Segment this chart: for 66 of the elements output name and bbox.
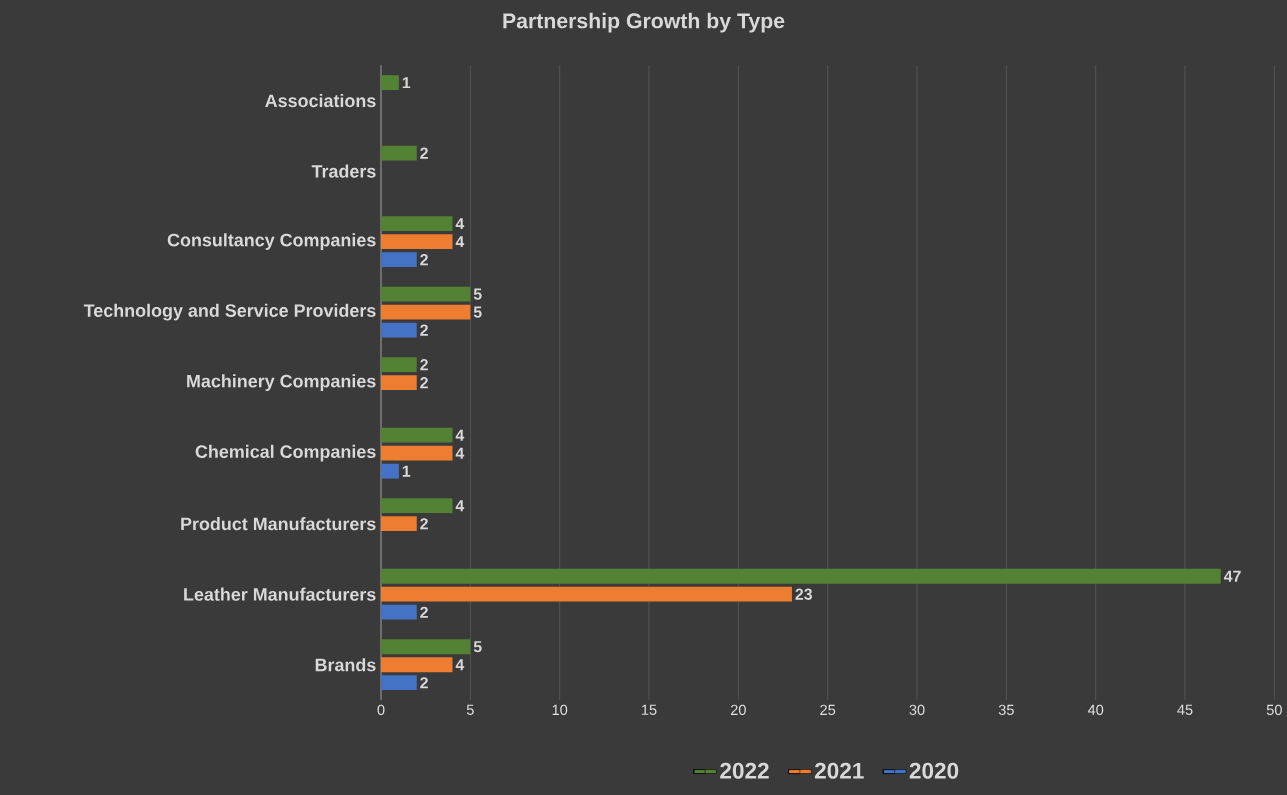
x-tick-label: 15 (641, 704, 657, 715)
data-label: 5 (473, 641, 482, 653)
bar (381, 657, 453, 673)
data-label: 2 (420, 677, 428, 689)
bar (381, 498, 453, 514)
bar (381, 675, 417, 691)
y-tick-label: Machinery Companies (187, 374, 376, 392)
data-label: 2 (420, 518, 428, 530)
chart-title: Partnership Growth by Type (503, 12, 785, 33)
legend-label: 2021 (814, 762, 864, 779)
bar (381, 357, 417, 373)
bar (381, 252, 417, 268)
bar (381, 286, 471, 302)
y-tick-label: Brands (315, 658, 376, 672)
x-tick-label: 30 (909, 704, 925, 716)
data-label: 4 (455, 447, 465, 459)
x-tick-label: 40 (1087, 704, 1104, 716)
data-label: 5 (473, 306, 482, 318)
y-tick-label: Leather Manufacturers (184, 587, 376, 601)
bar (381, 568, 1221, 584)
bar (381, 145, 417, 161)
bar (381, 375, 417, 391)
data-label: 4 (455, 218, 465, 230)
bar (381, 322, 417, 338)
x-tick-label: 10 (552, 704, 568, 716)
data-label: 23 (795, 588, 813, 600)
x-tick-label: 5 (466, 704, 474, 715)
y-tick-label: Product Manufacturers (181, 517, 376, 531)
data-label: 4 (455, 500, 465, 512)
data-label: 4 (455, 429, 465, 441)
data-label: 2 (420, 324, 428, 336)
bar (381, 75, 399, 90)
data-label: 1 (402, 77, 411, 89)
y-tick-label: Chemical Companies (195, 444, 376, 462)
x-tick-label: 20 (730, 704, 746, 716)
data-label: 47 (1223, 570, 1241, 582)
data-label: 4 (455, 659, 465, 671)
data-label: 5 (473, 288, 482, 300)
data-label: 4 (455, 236, 465, 248)
x-tick-label: 35 (998, 704, 1014, 716)
bar (381, 463, 399, 479)
bar (381, 427, 453, 443)
x-tick-label: 25 (820, 704, 836, 716)
y-tick-label: Associations (265, 93, 376, 108)
bar (381, 604, 417, 620)
data-label: 2 (420, 606, 428, 618)
legend-label: 2022 (720, 762, 769, 779)
data-label: 2 (420, 254, 428, 266)
x-tick-label: 0 (377, 704, 385, 716)
bar (381, 304, 471, 320)
data-label: 2 (420, 147, 428, 159)
bar (381, 445, 453, 461)
x-tick-label: 50 (1266, 704, 1282, 716)
data-label: 2 (420, 377, 428, 389)
bar (381, 216, 453, 232)
y-tick-label: Traders (311, 164, 376, 178)
legend-label: 2020 (909, 762, 959, 779)
y-tick-label: Technology and Service Providers (83, 303, 376, 321)
bar (381, 639, 471, 655)
x-tick-label: 45 (1177, 704, 1193, 715)
bar (381, 234, 453, 250)
data-label: 2 (420, 359, 428, 371)
y-tick-label: Consultancy Companies (167, 233, 376, 250)
data-label: 1 (402, 465, 411, 477)
bar (381, 516, 417, 532)
bar (381, 586, 792, 602)
